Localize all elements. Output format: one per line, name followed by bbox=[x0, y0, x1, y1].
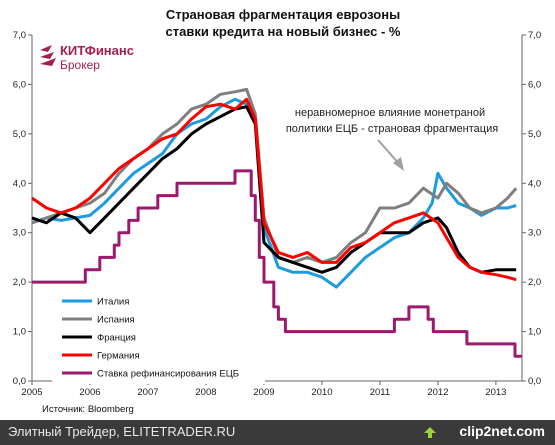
legend-label: Франция bbox=[97, 333, 136, 344]
x-tick-label: 2005 bbox=[21, 387, 42, 398]
x-tick-label: 2010 bbox=[311, 387, 332, 398]
y-tick-label-right: 1,0 bbox=[528, 327, 541, 338]
y-tick-label-right: 6,0 bbox=[528, 79, 541, 90]
logo: КИТФинанс Брокер bbox=[40, 43, 134, 72]
annotation-line-2: политики ЕЦБ - страновая фрагментация bbox=[286, 123, 498, 135]
y-tick-label-right: 3,0 bbox=[528, 228, 541, 239]
y-ticks-left: 0,0 1,0 2,0 3,0 4,0 5,0 6,0 7,0 bbox=[13, 30, 32, 387]
series-layer bbox=[31, 87, 522, 358]
x-tick-label: 2009 bbox=[253, 387, 274, 398]
x-tick-label: 2007 bbox=[137, 387, 158, 398]
x-ticks: 2005 2006 2007 2008 2009 2010 2011 2012 2013 bbox=[21, 381, 506, 398]
series-line-3 bbox=[31, 105, 517, 274]
legend-label: Италия bbox=[97, 297, 129, 308]
x-tick-label: 2011 bbox=[370, 387, 390, 398]
chart-title: Страновая фрагментация еврозоны bbox=[166, 7, 400, 22]
footer-site-label: Элитный Трейдер, ELITETRADER.RU bbox=[8, 424, 236, 439]
y-tick-label-left: 3,0 bbox=[13, 228, 26, 239]
y-tick-label-left: 0,0 bbox=[13, 376, 26, 387]
series-line-4 bbox=[31, 97, 517, 282]
y-tick-label-right: 0,0 bbox=[528, 376, 541, 387]
y-ticks-right: 0,0 1,0 2,0 3,0 4,0 5,0 6,0 7,0 bbox=[522, 30, 541, 387]
annotation-line-1: неравномерное влияние монетраной bbox=[295, 107, 485, 119]
logo-brand: КИТФинанс bbox=[60, 43, 134, 58]
series-line-5 bbox=[32, 169, 522, 358]
logo-mark-icon bbox=[40, 45, 56, 66]
annotation-arrow-icon bbox=[393, 157, 404, 171]
y-tick-label-right: 7,0 bbox=[528, 30, 541, 41]
clip2net-arrow-icon bbox=[424, 427, 436, 438]
chart-subtitle: ставки кредита на новый бизнес - % bbox=[166, 24, 401, 39]
y-tick-label-left: 1,0 bbox=[13, 327, 26, 338]
source-note: Источник: Bloomberg bbox=[42, 404, 134, 415]
y-tick-label-left: 4,0 bbox=[13, 178, 26, 189]
legend: Италия Испания Франция Германия Ставка рефин… bbox=[52, 290, 265, 384]
y-tick-label-right: 5,0 bbox=[528, 129, 541, 140]
footer-watermark: clip2net.com bbox=[459, 423, 545, 439]
y-tick-label-left: 7,0 bbox=[13, 30, 26, 41]
x-tick-label: 2013 bbox=[485, 387, 506, 398]
line-chart: Страновая фрагментация еврозоны ставки к… bbox=[13, 7, 541, 415]
x-tick-label: 2012 bbox=[427, 387, 448, 398]
y-tick-label-right: 2,0 bbox=[528, 277, 541, 288]
annotation: неравномерное влияние монетраной политик… bbox=[286, 107, 498, 171]
legend-label: Ставка рефинансирования ЕЦБ bbox=[97, 369, 239, 380]
x-tick-label: 2006 bbox=[79, 387, 100, 398]
x-tick-label: 2008 bbox=[195, 387, 216, 398]
logo-sub: Брокер bbox=[60, 58, 100, 72]
footer-bar: Элитный Трейдер, ELITETRADER.RU clip2net… bbox=[0, 420, 555, 445]
y-tick-label-left: 2,0 bbox=[13, 277, 26, 288]
y-tick-label-right: 4,0 bbox=[528, 178, 541, 189]
y-tick-label-left: 5,0 bbox=[13, 129, 26, 140]
legend-label: Германия bbox=[97, 351, 140, 362]
legend-label: Испания bbox=[97, 315, 135, 326]
y-tick-label-left: 6,0 bbox=[13, 79, 26, 90]
